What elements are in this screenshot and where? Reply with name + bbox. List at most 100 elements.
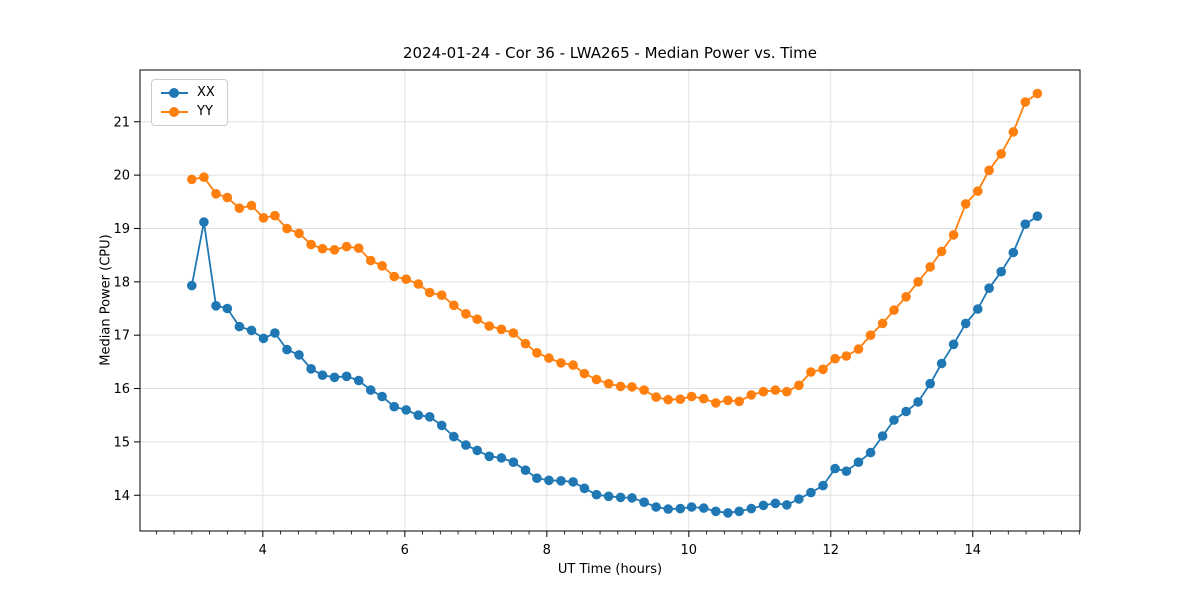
data-point-yy — [782, 386, 792, 397]
legend-marker-dot-icon — [169, 107, 179, 117]
data-point-xx — [389, 401, 400, 412]
chart-title: 2024-01-24 - Cor 36 - LWA265 - Median Po… — [403, 44, 817, 62]
series-line-xx — [190, 215, 1038, 514]
data-point-xx — [413, 410, 424, 421]
data-point-xx — [758, 500, 769, 511]
data-point-xx — [461, 440, 471, 450]
data-point-xx — [675, 503, 686, 514]
data-point-xx — [711, 506, 721, 517]
data-point-yy — [211, 189, 221, 199]
data-point-yy — [532, 348, 542, 358]
data-point-xx — [615, 492, 626, 503]
data-point-xx — [960, 318, 971, 329]
y-tick-label: 17 — [113, 329, 130, 344]
axes-spines — [139, 69, 1081, 532]
data-point-yy — [818, 364, 828, 375]
data-point-xx — [211, 301, 221, 311]
legend-marker-dot-icon — [169, 88, 179, 98]
data-point-yy — [365, 255, 376, 266]
data-point-xx — [782, 500, 792, 510]
data-point-xx — [746, 503, 757, 514]
data-point-xx — [698, 503, 709, 513]
data-point-yy — [294, 228, 304, 239]
x-tick-label: 12 — [823, 543, 840, 558]
data-point-xx — [365, 385, 376, 395]
data-point-xx — [472, 445, 483, 456]
data-point-yy — [675, 394, 686, 405]
data-point-yy — [484, 321, 495, 331]
data-point-xx — [294, 350, 304, 360]
data-point-yy — [627, 382, 637, 392]
data-point-xx — [818, 480, 828, 491]
data-point-xx — [508, 457, 519, 468]
data-point-xx — [996, 266, 1006, 277]
data-point-xx — [794, 494, 804, 504]
data-point-xx — [353, 375, 364, 386]
data-point-xx — [913, 397, 923, 407]
data-point-yy — [889, 305, 899, 315]
data-point-xx — [973, 304, 983, 314]
data-point-yy — [187, 174, 197, 185]
data-point-xx — [424, 412, 435, 422]
data-point-xx — [639, 497, 649, 508]
data-point-xx — [484, 451, 495, 462]
data-point-yy — [401, 274, 412, 285]
data-point-xx — [806, 487, 816, 498]
data-point-xx — [579, 483, 590, 494]
data-point-xx — [1020, 219, 1031, 229]
data-point-yy — [806, 367, 816, 377]
legend-line-sample-icon — [161, 107, 188, 117]
data-point-xx — [282, 344, 292, 355]
data-point-xx — [901, 406, 911, 417]
data-point-yy — [544, 353, 554, 363]
data-point-yy — [936, 246, 947, 257]
data-point-xx — [663, 504, 673, 514]
data-point-xx — [877, 431, 888, 441]
data-point-xx — [734, 506, 744, 517]
data-point-xx — [306, 364, 316, 374]
data-point-xx — [984, 283, 994, 294]
data-point-yy — [996, 149, 1006, 159]
data-point-yy — [830, 353, 840, 364]
x-tick-label: 6 — [401, 543, 409, 558]
data-point-yy — [711, 398, 721, 408]
data-point-yy — [306, 239, 316, 250]
data-point-xx — [199, 217, 209, 227]
data-point-yy — [877, 318, 888, 329]
data-point-yy — [258, 213, 269, 223]
data-point-xx — [520, 465, 531, 476]
y-tick-label: 16 — [113, 382, 130, 397]
data-point-yy — [329, 245, 340, 255]
data-point-yy — [663, 394, 673, 405]
data-point-xx — [889, 415, 899, 425]
data-point-xx — [556, 476, 566, 486]
data-point-yy — [651, 392, 661, 402]
data-point-yy — [960, 199, 971, 209]
data-point-yy — [591, 374, 602, 385]
x-tick-label: 10 — [681, 543, 698, 558]
data-point-xx — [936, 358, 947, 369]
data-point-xx — [686, 502, 697, 512]
x-tick-label: 4 — [259, 543, 267, 558]
data-point-yy — [853, 344, 864, 354]
data-point-yy — [770, 385, 781, 395]
legend-entry-yy: YY — [161, 105, 215, 119]
data-point-yy — [901, 292, 911, 302]
data-point-yy — [794, 380, 804, 391]
y-tick-label: 18 — [113, 275, 130, 290]
legend: XX YY — [151, 79, 228, 126]
data-point-xx — [603, 491, 614, 502]
y-axis-label-text: Median Power (CPU) — [98, 234, 114, 366]
data-point-xx — [234, 321, 245, 332]
data-point-yy — [1008, 127, 1019, 137]
data-point-xx — [401, 405, 412, 415]
data-point-yy — [1032, 88, 1043, 99]
data-point-xx — [270, 328, 280, 338]
data-point-yy — [865, 330, 876, 341]
data-point-yy — [472, 314, 483, 325]
data-point-xx — [651, 502, 661, 512]
data-point-xx — [317, 370, 328, 381]
data-point-yy — [734, 396, 744, 407]
data-point-xx — [841, 466, 852, 477]
